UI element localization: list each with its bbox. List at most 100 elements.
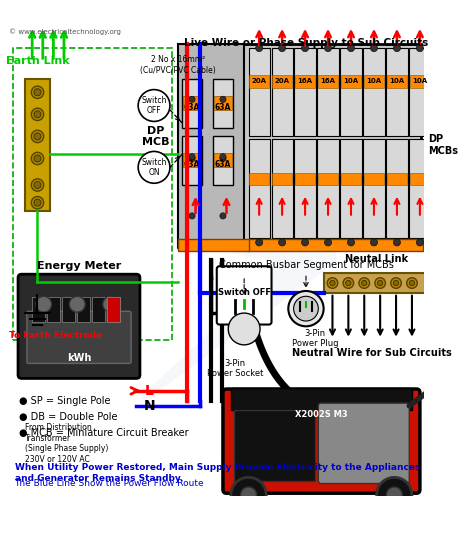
Text: When Utility Power Restored, Main Supply Provide Electricity to the Appliances
a: When Utility Power Restored, Main Supply… <box>15 463 420 483</box>
Text: Energy Meter: Energy Meter <box>37 260 121 271</box>
Text: Earth Link: Earth Link <box>6 56 69 66</box>
Bar <box>249 172 269 185</box>
Bar <box>247 239 423 251</box>
Bar <box>272 139 293 238</box>
Circle shape <box>31 86 44 98</box>
Bar <box>107 297 119 322</box>
Circle shape <box>393 45 401 52</box>
Bar <box>178 43 244 247</box>
Bar <box>248 48 270 136</box>
Bar <box>25 79 50 212</box>
Bar <box>178 43 421 247</box>
Text: 20A: 20A <box>252 78 267 84</box>
Circle shape <box>31 130 44 143</box>
Circle shape <box>393 239 401 246</box>
Bar <box>213 136 233 185</box>
Circle shape <box>279 239 286 246</box>
Bar <box>92 297 105 322</box>
Text: 10A: 10A <box>344 78 358 84</box>
Bar <box>231 388 412 410</box>
Circle shape <box>255 45 263 52</box>
Circle shape <box>359 278 370 288</box>
Bar <box>178 239 248 251</box>
Circle shape <box>220 96 226 103</box>
FancyBboxPatch shape <box>319 403 409 483</box>
Circle shape <box>189 96 195 103</box>
FancyBboxPatch shape <box>27 311 131 364</box>
Bar <box>294 48 316 136</box>
Circle shape <box>377 477 412 513</box>
Text: N: N <box>144 399 155 413</box>
Text: Switch OFF: Switch OFF <box>218 288 271 297</box>
Text: 10A: 10A <box>389 78 404 84</box>
Circle shape <box>34 89 41 96</box>
Circle shape <box>347 45 355 52</box>
Bar <box>295 172 315 185</box>
Text: kWh: kWh <box>67 353 91 363</box>
Circle shape <box>325 45 332 52</box>
Bar <box>386 139 408 238</box>
Text: Neutral Wire for Sub Circuits: Neutral Wire for Sub Circuits <box>292 349 452 358</box>
Bar <box>107 297 119 322</box>
Circle shape <box>255 239 263 246</box>
Bar <box>273 76 292 88</box>
Circle shape <box>393 280 399 286</box>
Circle shape <box>228 313 260 345</box>
Bar <box>248 139 270 238</box>
Text: 10A: 10A <box>412 78 428 84</box>
Circle shape <box>407 278 417 288</box>
Text: Common Busbar Segment for MCBs: Common Busbar Segment for MCBs <box>219 260 393 270</box>
Circle shape <box>34 155 41 162</box>
Bar <box>273 172 292 185</box>
Bar <box>32 297 45 322</box>
Bar <box>234 410 315 481</box>
Bar <box>319 172 338 185</box>
Circle shape <box>371 239 377 246</box>
Circle shape <box>103 296 118 312</box>
Text: The Blue Line Show the Power Flow Route: The Blue Line Show the Power Flow Route <box>15 479 204 488</box>
FancyBboxPatch shape <box>223 389 420 493</box>
Circle shape <box>347 239 355 246</box>
Text: 63A: 63A <box>184 160 200 169</box>
Circle shape <box>138 90 170 121</box>
Bar <box>340 48 362 136</box>
Bar <box>364 172 383 185</box>
Circle shape <box>375 278 385 288</box>
Circle shape <box>189 154 195 160</box>
Circle shape <box>416 45 423 52</box>
Bar <box>318 139 338 238</box>
Circle shape <box>189 213 195 219</box>
Text: Switch
OFF: Switch OFF <box>141 96 167 115</box>
Bar <box>364 139 384 238</box>
Circle shape <box>409 280 415 286</box>
Circle shape <box>362 280 367 286</box>
Text: To Earth Electrode: To Earth Electrode <box>9 331 102 340</box>
Circle shape <box>241 487 256 503</box>
Bar <box>272 48 293 136</box>
Bar <box>249 76 269 88</box>
Circle shape <box>377 280 383 286</box>
Circle shape <box>34 111 41 118</box>
FancyBboxPatch shape <box>217 266 272 324</box>
Circle shape <box>69 296 85 312</box>
Bar <box>214 96 232 110</box>
Text: © www.electricaltechnology.org: © www.electricaltechnology.org <box>9 28 121 35</box>
Circle shape <box>371 45 377 52</box>
Circle shape <box>327 278 338 288</box>
Bar <box>409 48 430 136</box>
Circle shape <box>34 182 41 188</box>
Text: 63A: 63A <box>215 103 231 112</box>
Circle shape <box>36 296 52 312</box>
Circle shape <box>288 291 324 326</box>
Circle shape <box>279 45 286 52</box>
Bar <box>182 136 202 185</box>
Circle shape <box>391 278 401 288</box>
Circle shape <box>34 199 41 206</box>
Bar <box>364 48 384 136</box>
Text: L: L <box>145 384 154 398</box>
Text: ● MCB = Miniature Circuit Breaker: ● MCB = Miniature Circuit Breaker <box>19 428 189 438</box>
Circle shape <box>343 278 354 288</box>
Bar <box>410 76 429 88</box>
Text: 16A: 16A <box>298 78 312 84</box>
Circle shape <box>330 280 335 286</box>
